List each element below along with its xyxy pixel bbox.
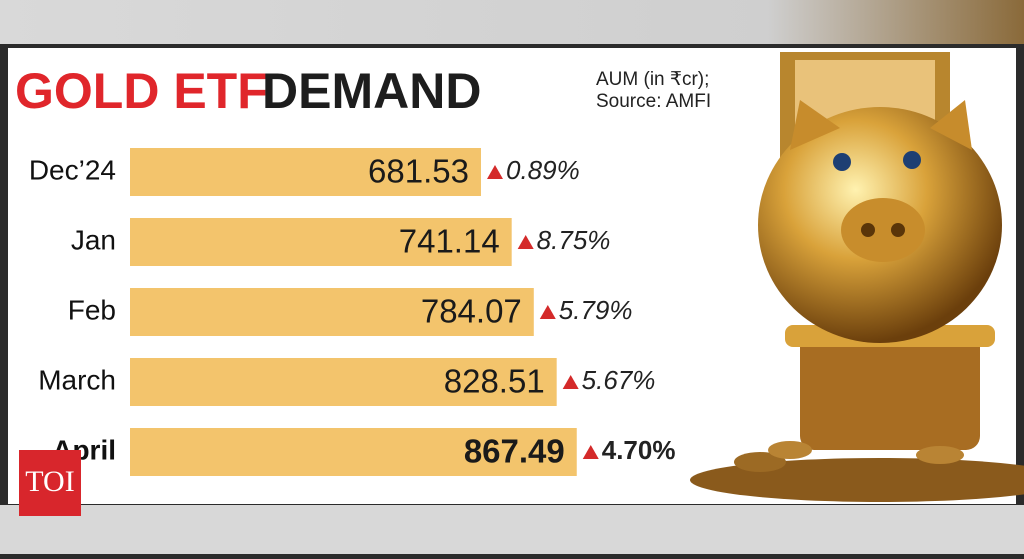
logo-box: [19, 450, 81, 516]
change-label: 4.70%: [602, 435, 676, 465]
value-label: 741.14: [399, 223, 500, 260]
change-marker: [562, 375, 579, 389]
blurred-header: [0, 0, 1024, 44]
y-tick-label: March: [38, 364, 116, 395]
change-label: 0.89%: [506, 155, 580, 185]
y-tick-label: Jan: [71, 224, 116, 255]
change-marker: [582, 445, 599, 459]
y-tick-label: Feb: [68, 294, 116, 325]
change-marker: [486, 165, 503, 179]
value-label: 681.53: [368, 153, 469, 190]
bar: [130, 148, 481, 196]
value-label: 828.51: [444, 363, 545, 400]
bar: [130, 428, 577, 476]
change-label: 5.67%: [582, 365, 656, 395]
y-tick-label: Dec’24: [29, 154, 116, 185]
blurred-footer: [0, 505, 1024, 554]
logo: TOI: [25, 465, 74, 498]
source: Source: AMFI: [596, 91, 711, 112]
change-label: 8.75%: [537, 225, 611, 255]
value-label: 867.49: [464, 433, 565, 470]
change-label: 5.79%: [559, 295, 633, 325]
change-marker: [539, 305, 556, 319]
bar: [130, 358, 557, 406]
chart-title: DEMAND: [262, 63, 481, 119]
change-marker: [517, 235, 534, 249]
piggy-illustration: [690, 52, 1024, 502]
subtitle: AUM (in ₹cr);: [596, 69, 709, 90]
title-highlight: GOLD ETF: [15, 63, 268, 119]
bar: [130, 218, 512, 266]
bar: [130, 288, 534, 336]
value-label: 784.07: [421, 293, 522, 330]
